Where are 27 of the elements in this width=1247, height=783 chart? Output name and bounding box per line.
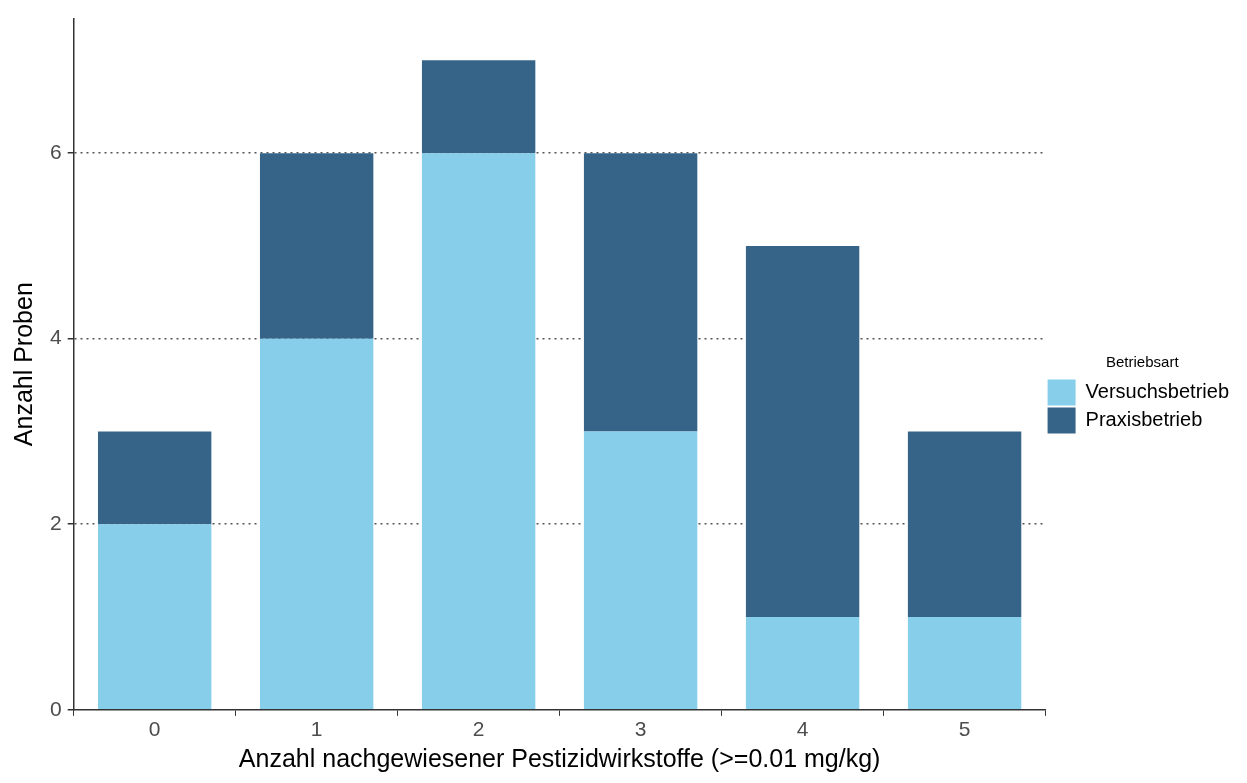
bar	[259, 153, 374, 339]
bar	[907, 617, 1022, 710]
legend-label: Praxisbetrieb	[1085, 408, 1203, 431]
y-tick-label: 2	[49, 511, 62, 535]
x-tick-label: 0	[148, 717, 161, 741]
y-tick-label: 6	[49, 139, 62, 163]
x-tick-label: 3	[634, 717, 647, 741]
y-tick-label: 4	[49, 325, 62, 349]
x-tick-label: 1	[310, 717, 323, 741]
y-tick-label: 0	[49, 696, 62, 720]
bar	[583, 153, 698, 432]
bar	[97, 431, 212, 525]
bar	[97, 524, 212, 710]
bar	[421, 60, 536, 154]
bar	[745, 617, 860, 710]
legend-label: Versuchsbetrieb	[1085, 380, 1229, 403]
x-tick-label: 4	[796, 717, 809, 741]
bar	[583, 431, 698, 710]
x-tick-label: 5	[958, 717, 971, 741]
bar	[421, 153, 536, 710]
bar	[745, 245, 860, 618]
bar	[259, 338, 374, 710]
x-axis-title: Anzahl nachgewiesener Pestizidwirkstoffe (>=0.01 mg/kg)	[238, 743, 881, 772]
x-tick-label: 2	[472, 717, 485, 741]
bar	[907, 431, 1022, 618]
legend-title: Betriebsart	[1106, 353, 1180, 371]
y-axis-title: Anzahl Proben	[8, 282, 37, 447]
